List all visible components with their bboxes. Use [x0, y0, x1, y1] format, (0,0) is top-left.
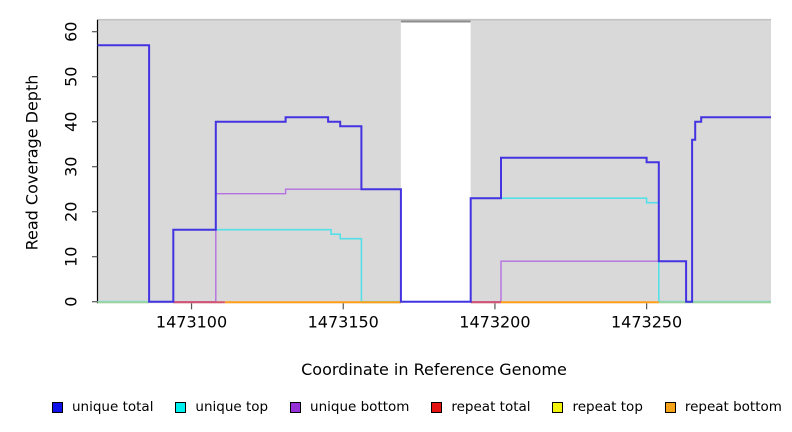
legend-swatch-icon [52, 401, 63, 413]
legend-item-repeat-top: repeat top [552, 399, 643, 415]
y-axis-title: Read Coverage Depth [22, 74, 42, 251]
legend-label: repeat total [451, 399, 531, 415]
x-axis-title: Coordinate in Reference Genome [301, 360, 567, 379]
legend-label: repeat top [572, 399, 643, 415]
x-tick-label: 1473250 [611, 312, 682, 331]
x-tick-label: 1473150 [308, 312, 379, 331]
legend-swatch-icon [552, 401, 564, 413]
legend-item-unique-total: unique total [52, 399, 153, 415]
y-tick-label: 0 [62, 297, 81, 307]
x-tick-label: 1473100 [156, 312, 227, 331]
legend-label: unique top [195, 399, 269, 415]
y-tick-label: 30 [62, 157, 81, 177]
x-tick-label: 1473200 [459, 312, 530, 331]
y-tick-label: 60 [62, 22, 81, 42]
background-region [470, 19, 771, 304]
legend-label: repeat bottom [684, 399, 782, 415]
legend-item-repeat-total: repeat total [431, 399, 531, 415]
series-unique-top [97, 197, 771, 303]
y-tick-label: 20 [62, 202, 81, 222]
background-region [97, 19, 401, 304]
legend-label: unique total [72, 399, 154, 415]
y-tick-label: 50 [62, 67, 81, 87]
legend-swatch-icon [664, 401, 676, 413]
legend-item-unique-top: unique top [175, 399, 268, 415]
legend-label: unique bottom [310, 399, 410, 415]
legend-swatch-icon [175, 401, 187, 413]
legend-item-repeat-bottom: repeat bottom [664, 399, 782, 415]
legend-swatch-icon [290, 401, 302, 413]
legend: unique total unique top unique bottom repea… [52, 399, 782, 415]
series-unique-total [97, 44, 771, 303]
legend-item-unique-bottom: unique bottom [290, 399, 409, 415]
y-tick-label: 40 [62, 112, 81, 132]
y-tick-label: 10 [62, 247, 81, 267]
legend-swatch-icon [431, 401, 443, 413]
